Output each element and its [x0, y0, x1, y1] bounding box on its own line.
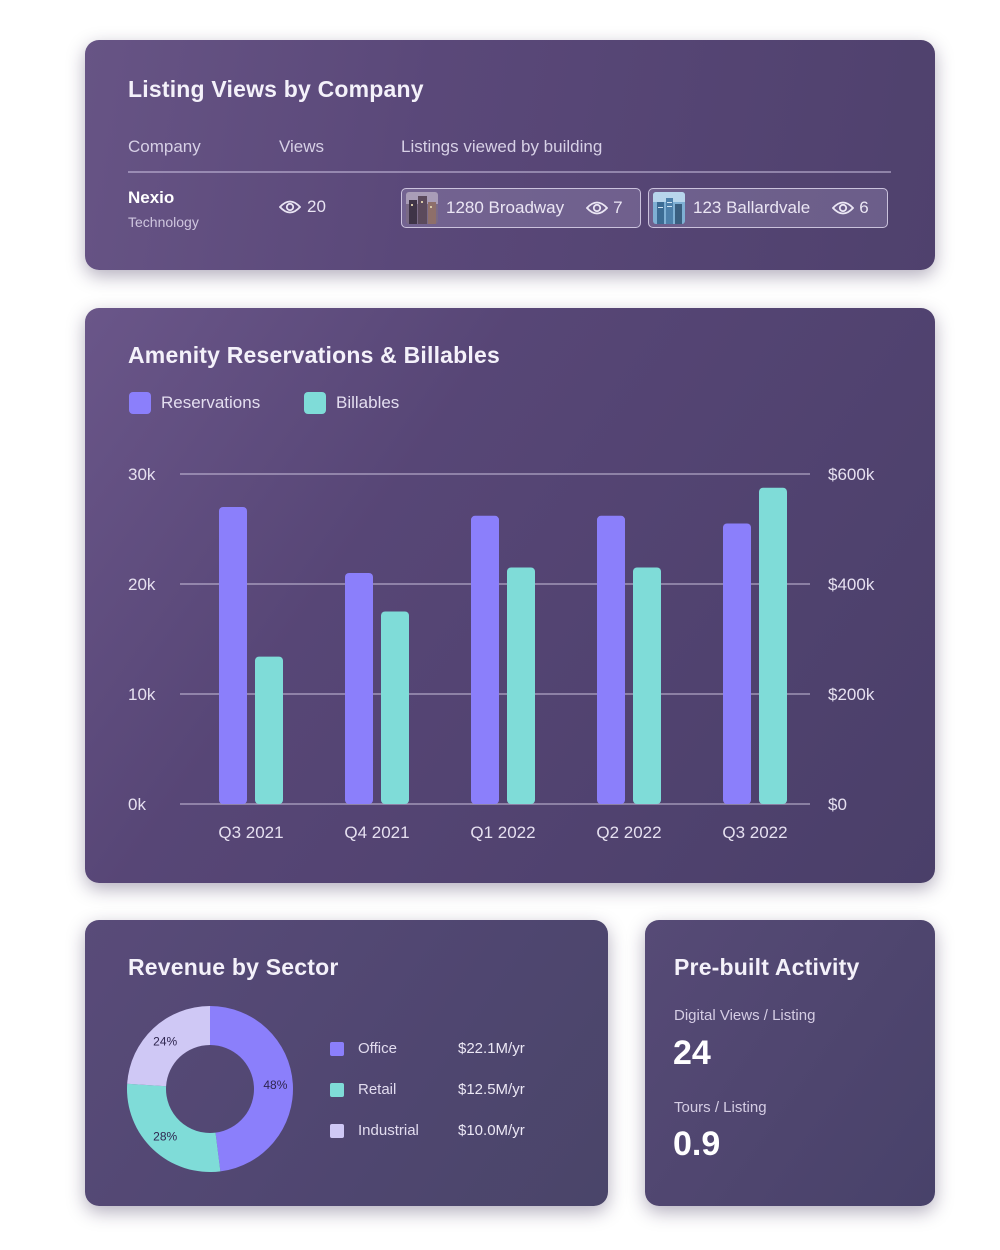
- donut-slice-industrial[interactable]: [127, 1006, 210, 1087]
- donut-percent-label: 24%: [153, 1034, 177, 1048]
- x-tick-label: Q3 2022: [722, 823, 787, 842]
- bar-billables[interactable]: [633, 567, 661, 805]
- company-views: 20: [279, 197, 326, 217]
- kpi-label-tours: Tours / Listing: [674, 1099, 767, 1116]
- donut-slice-retail[interactable]: [127, 1083, 221, 1172]
- kpi-value-digital-views: 24: [673, 1034, 711, 1072]
- sector-name: Office: [358, 1040, 397, 1057]
- y-right-tick-label: $200k: [828, 685, 875, 704]
- listing-views-card: Listing Views by Company Company Views L…: [85, 40, 935, 270]
- x-tick-label: Q2 2022: [596, 823, 661, 842]
- views-count: 20: [307, 197, 326, 216]
- building-thumbnail: [653, 192, 685, 224]
- bar-reservations[interactable]: [345, 573, 373, 804]
- sector-value: $10.0M/yr: [458, 1122, 525, 1139]
- donut-slice-office[interactable]: [210, 1006, 294, 1172]
- bar-billables[interactable]: [255, 656, 283, 804]
- y-left-tick-label: 0k: [128, 795, 146, 814]
- column-header-company: Company: [128, 137, 201, 156]
- building-thumbnail: [406, 192, 438, 224]
- sector-value: $22.1M/yr: [458, 1040, 525, 1057]
- bar-reservations[interactable]: [723, 523, 751, 805]
- bar-billables[interactable]: [507, 567, 535, 805]
- company-name: Nexio: [128, 188, 175, 207]
- eye-icon: [586, 201, 609, 215]
- table-divider: [128, 171, 891, 173]
- y-right-tick-label: $600k: [828, 465, 875, 484]
- revenue-donut-chart: 48% 28% 24%: [127, 1006, 294, 1172]
- legend-label-reservations: Reservations: [161, 393, 261, 412]
- donut-percent-label: 48%: [263, 1078, 287, 1092]
- bar-reservations[interactable]: [219, 507, 247, 804]
- column-header-buildings: Listings viewed by building: [401, 137, 603, 156]
- legend-swatch-billables: [304, 392, 326, 414]
- amenity-chart-card: Amenity Reservations & Billables Reserva…: [85, 308, 935, 883]
- kpi-label-digital-views: Digital Views / Listing: [674, 1007, 816, 1024]
- sector-name: Industrial: [358, 1122, 419, 1139]
- y-right-tick-label: $400k: [828, 575, 875, 594]
- eye-icon: [832, 201, 855, 215]
- building-chip-1280-broadway[interactable]: 1280 Broadway 7: [401, 188, 641, 228]
- eye-icon: [279, 200, 301, 214]
- sector-swatch: [330, 1041, 344, 1056]
- x-tick-label: Q1 2022: [470, 823, 535, 842]
- prebuilt-activity-card: Pre-built Activity Digital Views / Listi…: [645, 920, 935, 1206]
- sector-value: $12.5M/yr: [458, 1081, 525, 1098]
- y-left-tick-label: 20k: [128, 575, 156, 594]
- sector-row-retail[interactable]: Retail $12.5M/yr: [330, 1081, 525, 1098]
- listing-views-title: Listing Views by Company: [128, 76, 424, 102]
- x-tick-label: Q4 2021: [344, 823, 409, 842]
- sector-row-office[interactable]: Office $22.1M/yr: [330, 1040, 525, 1057]
- building-name: 123 Ballardvale: [693, 198, 811, 217]
- sector-row-industrial[interactable]: Industrial $10.0M/yr: [330, 1122, 525, 1139]
- revenue-title: Revenue by Sector: [128, 954, 339, 980]
- bar-billables[interactable]: [381, 611, 409, 805]
- amenity-bar-chart: 0k $0 10k $200k 20k $400k 30k $600k Q3 2021 Q4 20…: [128, 465, 875, 842]
- legend-reservations[interactable]: Reservations: [129, 392, 260, 414]
- sector-name: Retail: [358, 1081, 397, 1098]
- bar-billables[interactable]: [759, 487, 787, 804]
- building-chip-123-ballardvale[interactable]: 123 Ballardvale 6: [648, 188, 888, 228]
- donut-percent-label: 28%: [153, 1130, 177, 1144]
- prebuilt-title: Pre-built Activity: [674, 954, 860, 980]
- x-tick-label: Q3 2021: [218, 823, 283, 842]
- bar-reservations[interactable]: [597, 515, 625, 804]
- building-name: 1280 Broadway: [446, 198, 565, 217]
- column-header-views: Views: [279, 137, 325, 156]
- y-left-tick-label: 30k: [128, 465, 156, 484]
- kpi-value-tours: 0.9: [673, 1125, 721, 1163]
- building-views: 7: [613, 198, 623, 217]
- amenity-chart-title: Amenity Reservations & Billables: [128, 342, 500, 368]
- sector-swatch: [330, 1082, 344, 1097]
- y-right-tick-label: $0: [828, 795, 847, 814]
- y-left-tick-label: 10k: [128, 685, 156, 704]
- building-views: 6: [859, 198, 869, 217]
- bar-reservations[interactable]: [471, 515, 499, 804]
- sector-swatch: [330, 1123, 344, 1138]
- revenue-by-sector-card: Revenue by Sector 48% 28% 24% Office $22.1…: [85, 920, 608, 1206]
- legend-swatch-reservations: [129, 392, 151, 414]
- company-sector: Technology: [128, 214, 199, 230]
- legend-billables[interactable]: Billables: [304, 392, 399, 414]
- legend-label-billables: Billables: [336, 393, 400, 412]
